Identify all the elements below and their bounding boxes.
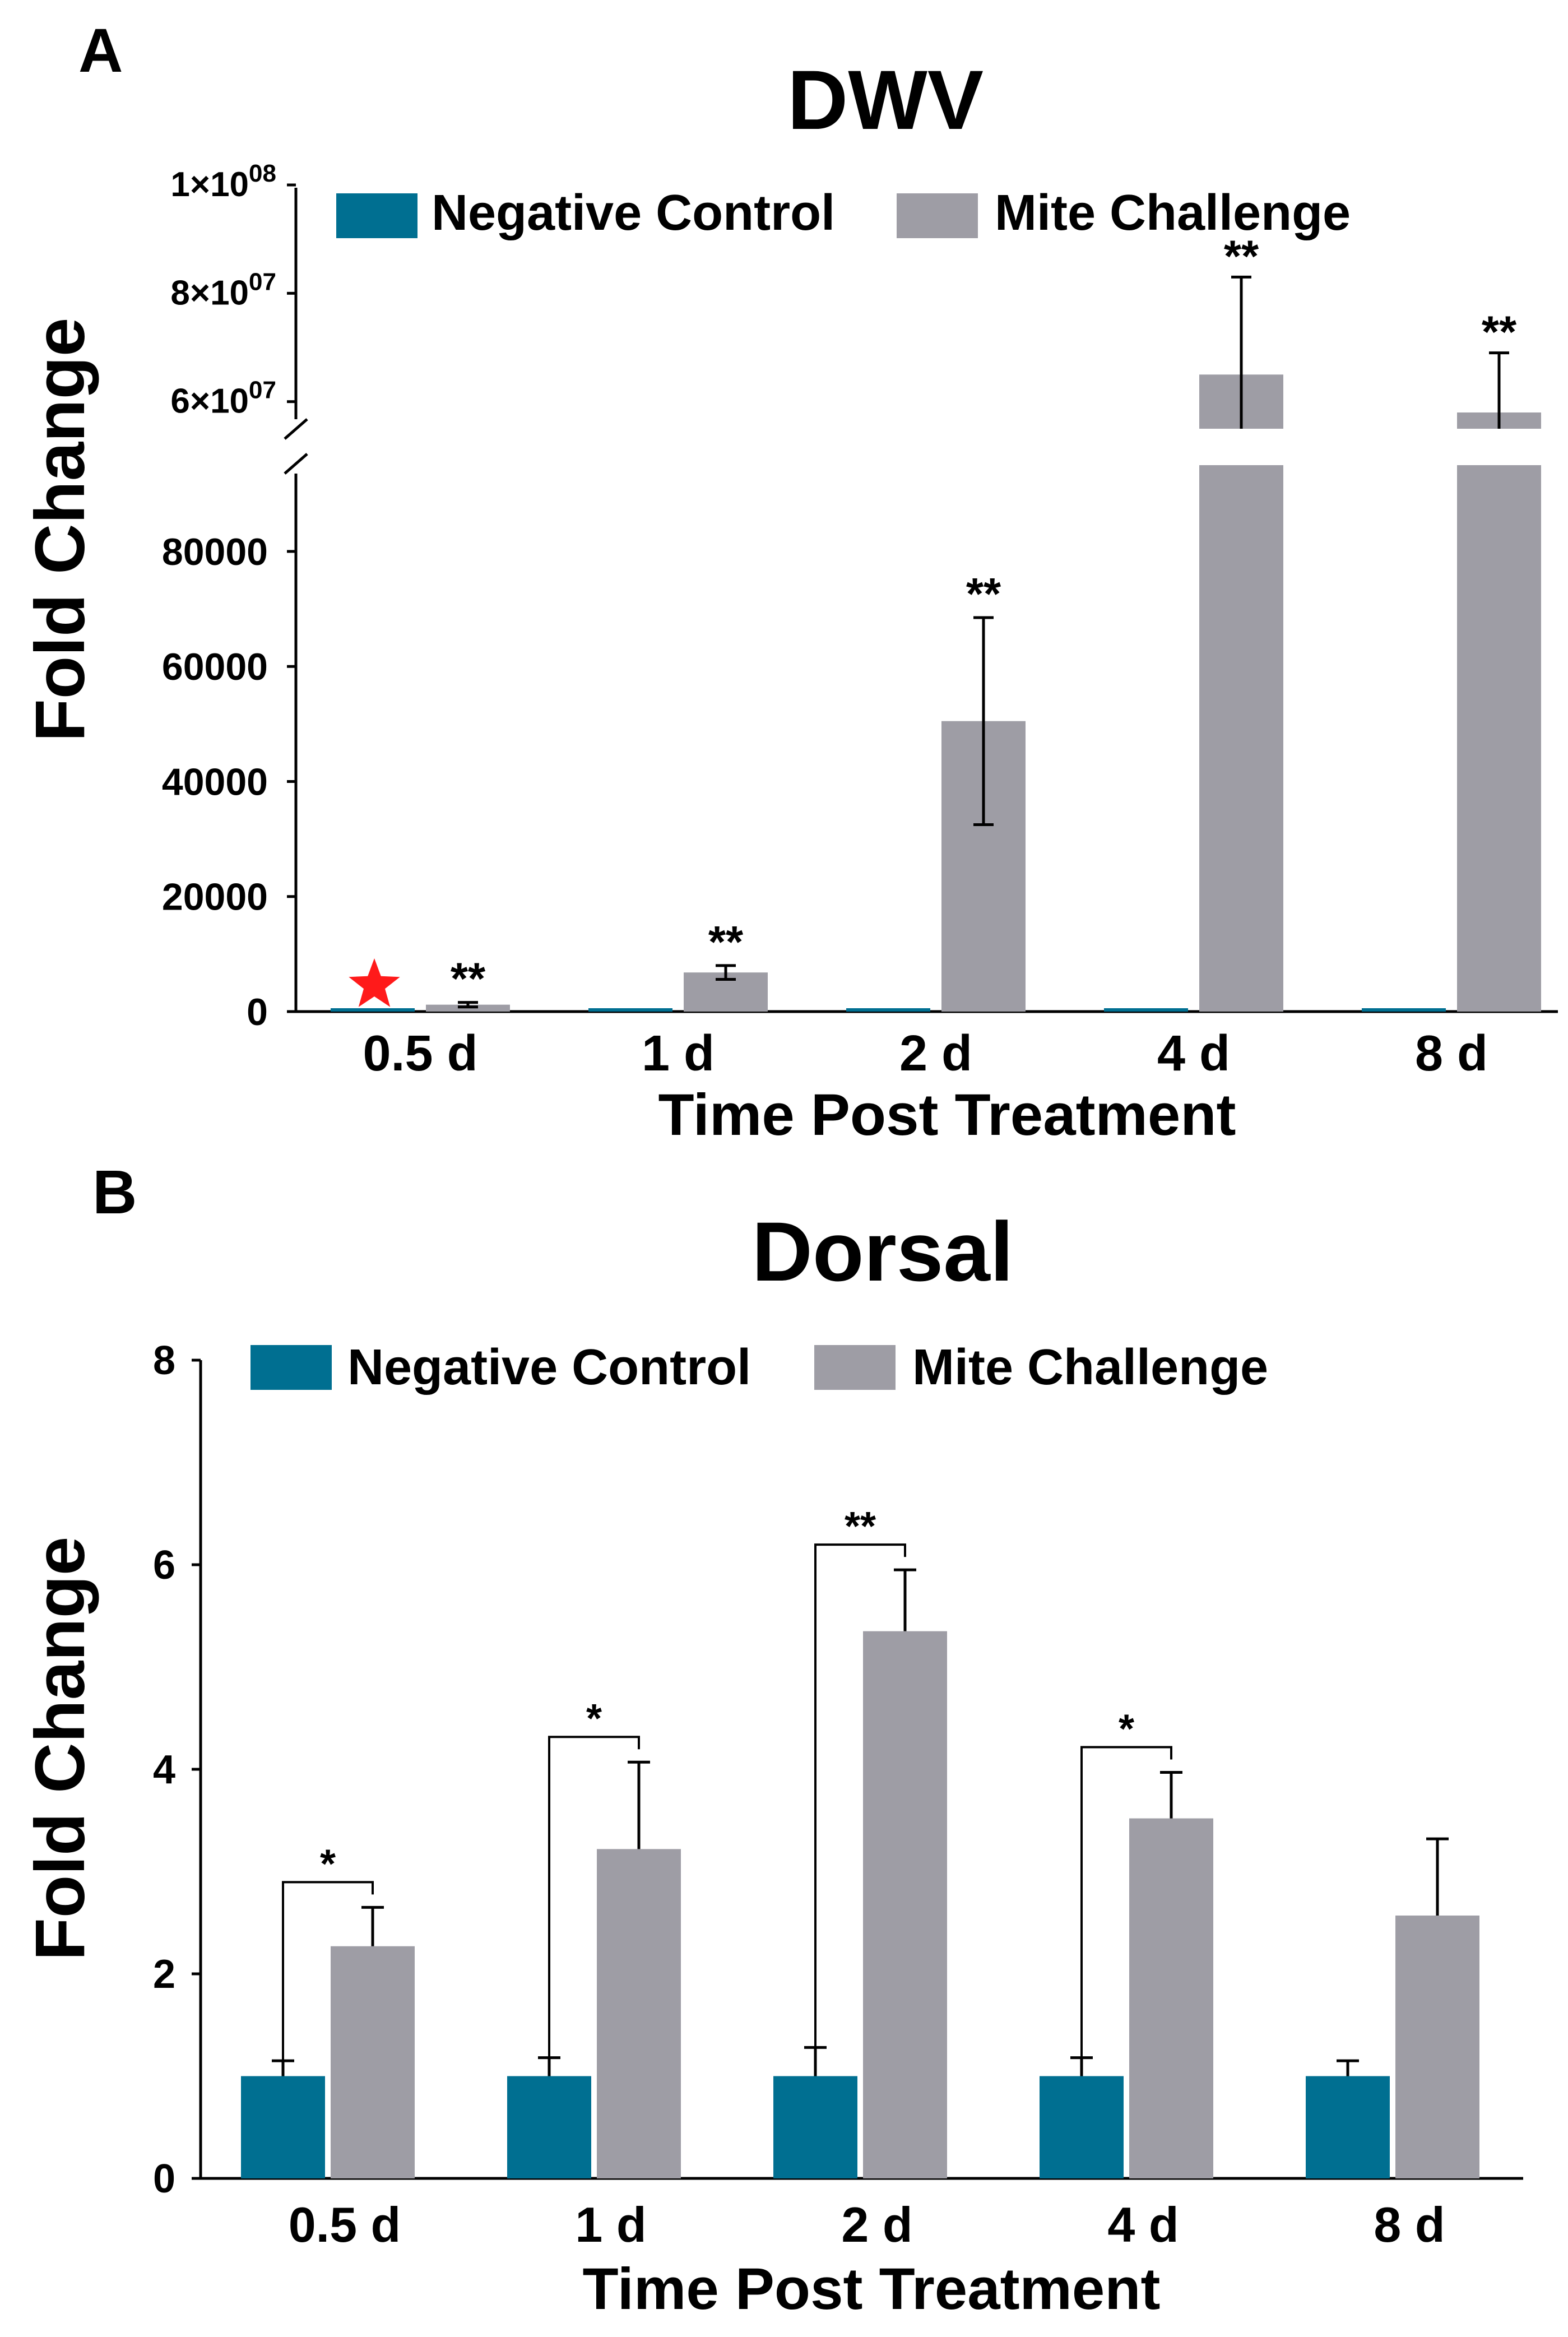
significance-marker: ** (845, 1504, 876, 1549)
bar-negative-control (241, 2076, 325, 2178)
bar-mite-challenge (863, 1631, 947, 2178)
bar-mite-challenge (597, 1849, 681, 2178)
x-tick-label: 8 d (1415, 1026, 1488, 1082)
y-tick-label: 6 (153, 1543, 175, 1588)
legend-label-mite-challenge: Mite Challenge (912, 1339, 1268, 1395)
significance-bracket (282, 1881, 374, 2076)
bar-negative-control (1040, 2076, 1124, 2178)
legend-swatch-mite-challenge (897, 193, 978, 238)
panel-b-title: Dorsal (752, 1204, 1014, 1299)
legend-swatch-negative-control (336, 193, 417, 238)
y-tick-label: 80000 (162, 531, 268, 573)
bar-mite-challenge (331, 1946, 415, 2178)
significance-bracket (1080, 1746, 1172, 2076)
chart-dorsal: 0 2 4 6 8 0.5 d * 1 d * 2 d ** 4 d * 8 d Negative Cont… (153, 1338, 1523, 2252)
x-tick-label: 1 d (575, 2197, 646, 2252)
significance-bracket (814, 1543, 906, 2076)
panel-a-x-label: Time Post Treatment (658, 1082, 1236, 1148)
x-tick-label: 2 d (899, 1026, 972, 1082)
bar-negative-control (846, 1008, 930, 1012)
significance-marker: * (586, 1696, 602, 1741)
legend-swatch-mite-challenge (814, 1345, 896, 1390)
legend-swatch-negative-control (250, 1345, 332, 1390)
bar-mite-challenge (1129, 1818, 1213, 2178)
chart-dwv: 0 20000 40000 60000 80000 6×1007 8×1007 1×1008 0… (162, 160, 1558, 1082)
x-tick-label: 1 d (642, 1026, 715, 1082)
x-tick-label: 4 d (1107, 2197, 1179, 2252)
panel-a-title: DWV (787, 53, 984, 147)
significance-bracket (548, 1736, 640, 2076)
panel-b-y-label: Fold Change (21, 1537, 99, 1961)
bar-mite-challenge (1395, 1915, 1479, 2178)
bar-negative-control (1362, 1008, 1446, 1012)
y-tick-label: 20000 (162, 876, 268, 919)
y-tick-label: 8×1007 (170, 268, 276, 312)
legend-label-negative-control: Negative Control (432, 185, 835, 241)
panel-a-y-label: Fold Change (21, 318, 99, 742)
y-tick-label: 0 (153, 2157, 175, 2201)
axis-break-mark (284, 453, 308, 475)
panel-a-label: A (78, 16, 123, 85)
x-tick-label: 0.5 d (289, 2197, 401, 2252)
bar-negative-control (331, 1008, 415, 1012)
x-tick-label: 0.5 d (363, 1026, 477, 1082)
panel-b-x-label: Time Post Treatment (583, 2256, 1161, 2322)
significance-marker: * (1119, 1707, 1134, 1751)
y-tick-label: 40000 (162, 761, 268, 803)
bar-negative-control (507, 2076, 591, 2178)
y-tick-label: 0 (247, 991, 268, 1033)
legend-label-negative-control: Negative Control (347, 1339, 751, 1395)
significance-marker: ** (708, 917, 744, 967)
y-tick-label: 6×1007 (170, 377, 276, 421)
y-tick-label: 60000 (162, 646, 268, 688)
y-tick-label: 1×1008 (170, 160, 276, 204)
x-tick-label: 4 d (1157, 1026, 1230, 1082)
x-tick-label: 2 d (841, 2197, 912, 2252)
significance-marker: * (320, 1842, 336, 1886)
significance-marker: ** (966, 569, 1001, 619)
y-tick-label: 4 (153, 1747, 175, 1792)
significance-marker: ** (1224, 231, 1259, 281)
significance-marker: ** (451, 954, 486, 1004)
bar-mite-challenge-lower (1457, 465, 1541, 1012)
bar-negative-control (773, 2076, 857, 2178)
y-tick-label: 8 (153, 1338, 175, 1383)
star-marker (349, 958, 400, 1007)
panel-b-label: B (92, 1158, 137, 1227)
axis-break-mark (284, 418, 308, 440)
x-tick-label: 8 d (1374, 2197, 1445, 2252)
bar-mite-challenge-lower (1199, 465, 1283, 1012)
legend-label-mite-challenge: Mite Challenge (995, 185, 1351, 241)
bar-negative-control (588, 1008, 672, 1012)
y-tick-label: 2 (153, 1952, 175, 1997)
bar-negative-control (1104, 1008, 1188, 1012)
significance-marker: ** (1482, 307, 1517, 357)
bar-negative-control (1306, 2076, 1390, 2178)
